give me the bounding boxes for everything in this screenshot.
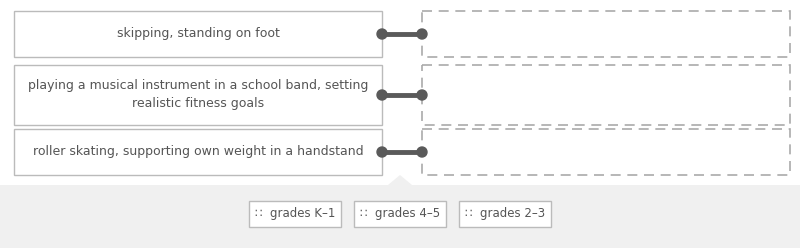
Text: ∷  grades 2–3: ∷ grades 2–3: [465, 208, 545, 220]
FancyBboxPatch shape: [14, 11, 382, 57]
Circle shape: [377, 90, 387, 100]
Circle shape: [417, 147, 427, 157]
Text: skipping, standing on foot: skipping, standing on foot: [117, 28, 279, 40]
Text: ∷  grades K–1: ∷ grades K–1: [255, 208, 335, 220]
FancyBboxPatch shape: [14, 65, 382, 125]
FancyBboxPatch shape: [422, 129, 790, 175]
FancyBboxPatch shape: [422, 11, 790, 57]
FancyBboxPatch shape: [249, 201, 341, 227]
Circle shape: [377, 29, 387, 39]
FancyBboxPatch shape: [354, 201, 446, 227]
Circle shape: [417, 29, 427, 39]
Polygon shape: [388, 175, 412, 185]
Text: playing a musical instrument in a school band, setting
realistic fitness goals: playing a musical instrument in a school…: [28, 80, 368, 111]
Circle shape: [377, 147, 387, 157]
FancyBboxPatch shape: [459, 201, 551, 227]
Circle shape: [417, 90, 427, 100]
FancyBboxPatch shape: [14, 129, 382, 175]
FancyBboxPatch shape: [0, 0, 800, 185]
FancyBboxPatch shape: [422, 65, 790, 125]
Text: ∷  grades 4–5: ∷ grades 4–5: [360, 208, 440, 220]
Text: roller skating, supporting own weight in a handstand: roller skating, supporting own weight in…: [33, 146, 363, 158]
